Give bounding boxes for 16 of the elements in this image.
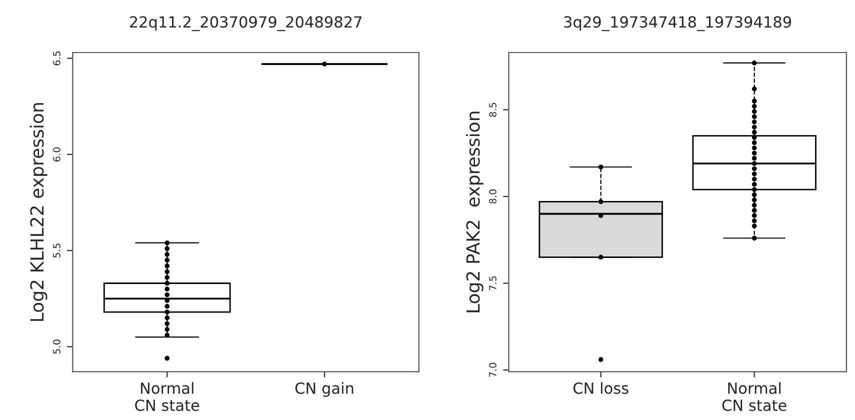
y-tick-label: 6.0: [53, 147, 60, 162]
x-tick-label: CN loss: [573, 382, 628, 394]
x-tick-label: CN gain: [295, 382, 354, 397]
chart-title: 3q29_197347418_197394189: [564, 16, 792, 32]
x-tick-label: Normal CN state: [135, 382, 200, 412]
y-tick-label: 6.5: [53, 51, 60, 66]
y-tick-label: 5.5: [53, 244, 60, 258]
y-tick-label: 8.0: [489, 189, 496, 204]
y-axis-title: Log2 PAK2 expression: [466, 112, 484, 312]
x-tick-label: Normal CN state: [722, 382, 786, 412]
y-tick-label: 7.0: [489, 362, 496, 377]
chart-title: 22q11.2_20370979_20489827: [130, 16, 362, 32]
y-tick-label: 5.0: [53, 340, 60, 354]
y-tick-label: 8.5: [489, 102, 496, 117]
y-axis-title: Log2 KLHL22 expression: [30, 103, 48, 321]
y-tick-label: 7.5: [489, 276, 496, 290]
